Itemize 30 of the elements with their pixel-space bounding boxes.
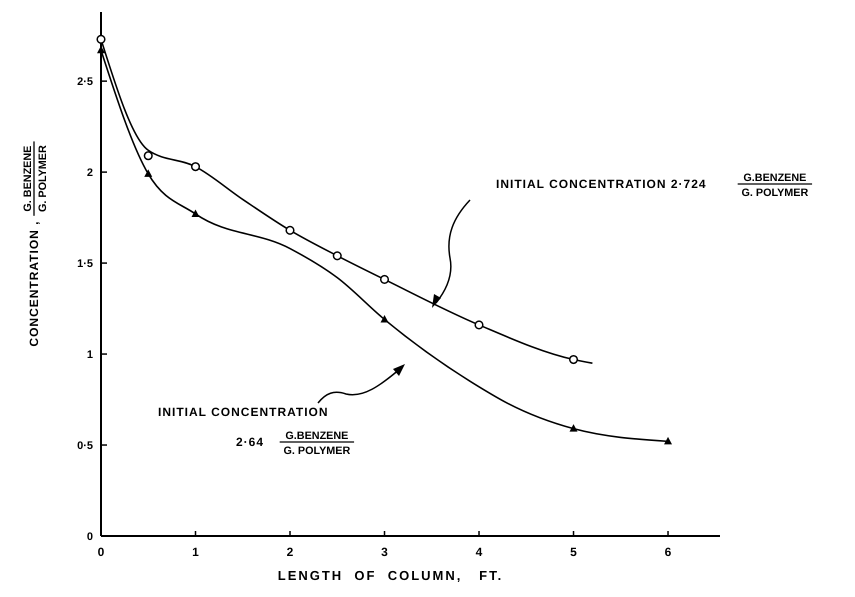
x-tick-label: 6 — [664, 545, 672, 559]
x-tick-label: 4 — [476, 545, 483, 559]
y-tick-label: 1·5 — [77, 258, 93, 270]
y-tick-label: 2·5 — [77, 76, 93, 88]
point — [144, 169, 152, 177]
x-tick-label: 2 — [286, 545, 294, 559]
x-tick-label: 0 — [98, 545, 105, 559]
point — [332, 251, 342, 260]
point — [144, 151, 153, 160]
point — [192, 209, 200, 217]
point — [96, 34, 106, 44]
point — [380, 274, 390, 284]
point — [285, 226, 295, 235]
text: INITIAL CONCENTRATION 2·64 G.BENZENE G. POLYMER — [158, 405, 350, 457]
point — [190, 162, 200, 172]
x-tick-label: 1 — [192, 545, 200, 559]
point — [474, 320, 484, 330]
point — [568, 354, 578, 364]
point — [380, 314, 389, 322]
y-tick-label: 1 — [86, 349, 93, 362]
point — [570, 424, 578, 432]
x-axis-title: LENGTH OF COLUMN, FT. — [278, 568, 504, 583]
y-axis-title: CONCENTRATION , G. BENZENE G. POLYMER — [22, 145, 49, 347]
y-tick-label: 0·5 — [77, 440, 93, 452]
x-tick-label: 5 — [570, 545, 578, 559]
text: INITIAL CONCENTRATION 2·724 G.BENZENE G. POLYMER — [496, 172, 808, 199]
x-tick-label: 3 — [381, 545, 388, 559]
y-tick-label: 2 — [86, 167, 93, 180]
point — [664, 436, 672, 444]
y-tick-label: 0 — [86, 531, 93, 543]
